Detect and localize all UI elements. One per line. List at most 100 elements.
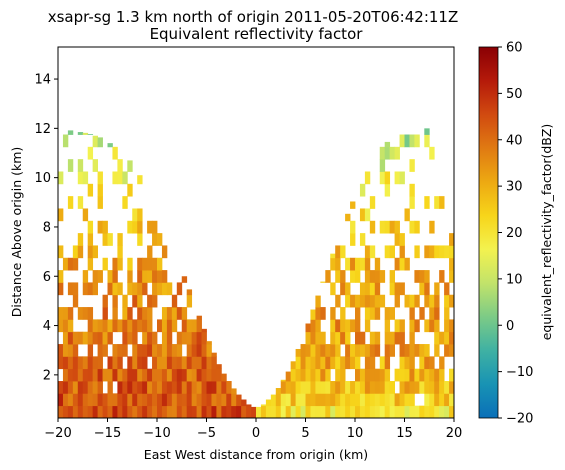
reflectivity-cell bbox=[137, 393, 143, 407]
reflectivity-cell bbox=[404, 393, 410, 407]
reflectivity-cell bbox=[359, 393, 366, 407]
reflectivity-cell bbox=[384, 141, 391, 148]
reflectivity-cell bbox=[166, 282, 173, 296]
reflectivity-cell bbox=[369, 368, 376, 382]
reflectivity-cell bbox=[82, 171, 89, 185]
reflectivity-cell bbox=[152, 393, 158, 407]
reflectivity-cell bbox=[315, 368, 321, 382]
reflectivity-cell bbox=[384, 183, 391, 197]
reflectivity-cell bbox=[58, 405, 64, 419]
reflectivity-cell bbox=[186, 319, 193, 333]
reflectivity-cell bbox=[315, 393, 321, 407]
reflectivity-cell bbox=[295, 348, 301, 357]
reflectivity-cell bbox=[270, 405, 277, 419]
reflectivity-cell bbox=[72, 294, 79, 308]
reflectivity-cell bbox=[355, 405, 361, 419]
reflectivity-cell bbox=[112, 368, 118, 382]
reflectivity-cell bbox=[310, 344, 316, 357]
reflectivity-cell bbox=[330, 405, 336, 419]
reflectivity-cell bbox=[384, 319, 391, 333]
reflectivity-cell bbox=[419, 270, 425, 283]
reflectivity-cell bbox=[305, 356, 311, 370]
y-tick-label: 8 bbox=[43, 220, 51, 235]
reflectivity-cell bbox=[290, 368, 296, 382]
reflectivity-cell bbox=[315, 344, 321, 357]
y-tick-label: 10 bbox=[34, 171, 51, 186]
reflectivity-cell bbox=[122, 368, 128, 382]
reflectivity-cell bbox=[161, 393, 168, 407]
reflectivity-cell bbox=[399, 257, 405, 271]
reflectivity-cell bbox=[67, 159, 74, 172]
reflectivity-cell bbox=[112, 307, 118, 320]
reflectivity-cell bbox=[419, 368, 425, 382]
reflectivity-cell bbox=[92, 393, 98, 407]
reflectivity-cell bbox=[399, 282, 405, 296]
reflectivity-cell bbox=[137, 368, 143, 382]
reflectivity-cell bbox=[414, 405, 420, 419]
reflectivity-cell bbox=[359, 405, 366, 419]
reflectivity-cell bbox=[67, 368, 74, 382]
reflectivity-cell bbox=[265, 399, 272, 407]
x-axis-label: East West distance from origin (km) bbox=[144, 447, 368, 462]
reflectivity-cell bbox=[340, 319, 346, 333]
reflectivity-cell bbox=[77, 381, 84, 394]
reflectivity-cell bbox=[142, 307, 148, 320]
reflectivity-cell bbox=[429, 381, 435, 394]
reflectivity-cell bbox=[345, 393, 351, 407]
reflectivity-cell bbox=[359, 294, 366, 308]
reflectivity-cell bbox=[359, 257, 366, 271]
reflectivity-cell bbox=[221, 405, 227, 419]
reflectivity-cell bbox=[409, 331, 415, 345]
reflectivity-cell bbox=[374, 294, 381, 308]
reflectivity-cell bbox=[102, 307, 108, 320]
reflectivity-cell bbox=[137, 220, 143, 234]
reflectivity-cell bbox=[97, 368, 103, 382]
reflectivity-cell bbox=[107, 143, 113, 148]
reflectivity-cell bbox=[191, 356, 197, 370]
reflectivity-cell bbox=[434, 368, 440, 382]
reflectivity-cell bbox=[355, 319, 361, 333]
reflectivity-cell bbox=[369, 331, 376, 345]
reflectivity-cell bbox=[186, 405, 193, 419]
reflectivity-cell bbox=[127, 381, 133, 394]
reflectivity-cell bbox=[389, 344, 395, 357]
reflectivity-cell bbox=[186, 331, 193, 345]
reflectivity-cell bbox=[434, 307, 440, 320]
reflectivity-cell bbox=[58, 208, 64, 222]
reflectivity-cell bbox=[226, 405, 232, 419]
reflectivity-cell bbox=[107, 233, 113, 246]
reflectivity-cell bbox=[137, 405, 143, 419]
reflectivity-cell bbox=[196, 344, 202, 357]
reflectivity-cell bbox=[127, 331, 133, 345]
reflectivity-cell bbox=[409, 368, 415, 382]
reflectivity-cell bbox=[305, 405, 311, 419]
reflectivity-cell bbox=[211, 405, 217, 419]
reflectivity-cell bbox=[409, 405, 415, 419]
reflectivity-cell bbox=[147, 319, 153, 333]
reflectivity-cell bbox=[429, 405, 435, 419]
reflectivity-cell bbox=[92, 319, 98, 333]
reflectivity-cell bbox=[132, 282, 138, 296]
reflectivity-cell bbox=[127, 282, 133, 296]
reflectivity-cell bbox=[374, 405, 381, 419]
reflectivity-cell bbox=[439, 331, 445, 345]
reflectivity-cell bbox=[335, 405, 341, 419]
reflectivity-cell bbox=[196, 368, 202, 382]
reflectivity-cell bbox=[310, 368, 316, 382]
reflectivity-cell bbox=[117, 245, 123, 259]
reflectivity-cell bbox=[211, 356, 217, 370]
reflectivity-cell bbox=[404, 344, 410, 357]
reflectivity-cell bbox=[171, 319, 178, 333]
reflectivity-cell bbox=[62, 331, 69, 345]
reflectivity-cell bbox=[379, 405, 386, 419]
reflectivity-cell bbox=[122, 393, 128, 407]
reflectivity-cell bbox=[92, 135, 98, 148]
reflectivity-cell bbox=[62, 405, 69, 419]
reflectivity-cell bbox=[112, 294, 118, 308]
reflectivity-cell bbox=[127, 160, 133, 172]
reflectivity-cell bbox=[290, 393, 296, 407]
reflectivity-cell bbox=[315, 381, 321, 394]
reflectivity-cell bbox=[364, 393, 371, 407]
reflectivity-cell bbox=[186, 356, 193, 370]
reflectivity-cell bbox=[152, 270, 158, 283]
